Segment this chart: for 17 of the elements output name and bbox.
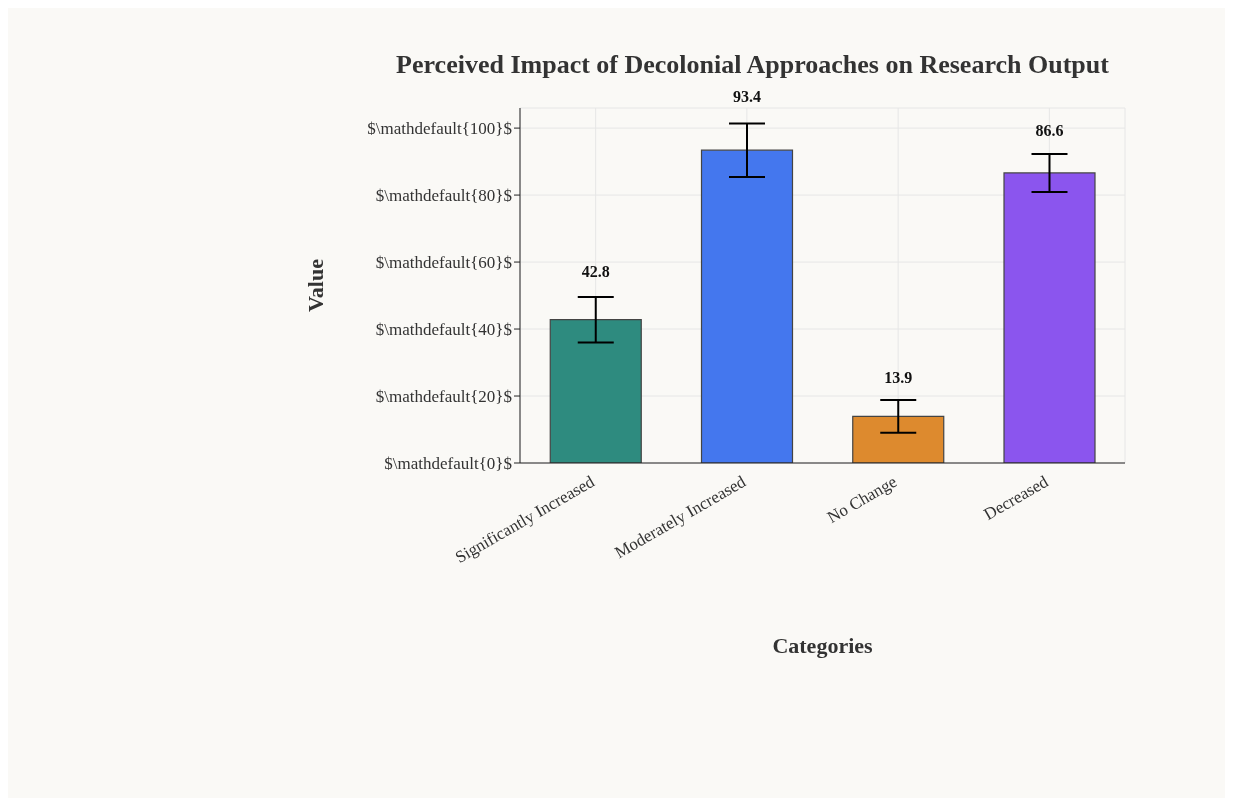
y-tick-label: $\mathdefault{0}$ bbox=[384, 454, 512, 474]
y-tick-label: $\mathdefault{100}$ bbox=[367, 119, 512, 139]
data-label: 42.8 bbox=[581, 263, 610, 281]
data-label: 93.4 bbox=[733, 88, 761, 106]
bar bbox=[549, 319, 642, 463]
data-label: 86.6 bbox=[1035, 121, 1064, 139]
data-label: 13.9 bbox=[884, 369, 913, 387]
bar bbox=[1003, 172, 1096, 463]
bar bbox=[852, 415, 945, 463]
y-axis-title: Value bbox=[302, 258, 328, 312]
x-axis-title: Categories bbox=[772, 633, 874, 658]
chart-title: Perceived Impact of Decolonial Approaches on Research Output bbox=[395, 50, 1110, 80]
y-tick-label: $\mathdefault{60}$ bbox=[375, 253, 512, 273]
y-tick-label: $\mathdefault{40}$ bbox=[375, 320, 512, 340]
bar bbox=[700, 149, 794, 463]
y-tick-label: $\mathdefault{80}$ bbox=[375, 186, 512, 206]
y-tick-label: $\mathdefault{20}$ bbox=[375, 387, 512, 407]
